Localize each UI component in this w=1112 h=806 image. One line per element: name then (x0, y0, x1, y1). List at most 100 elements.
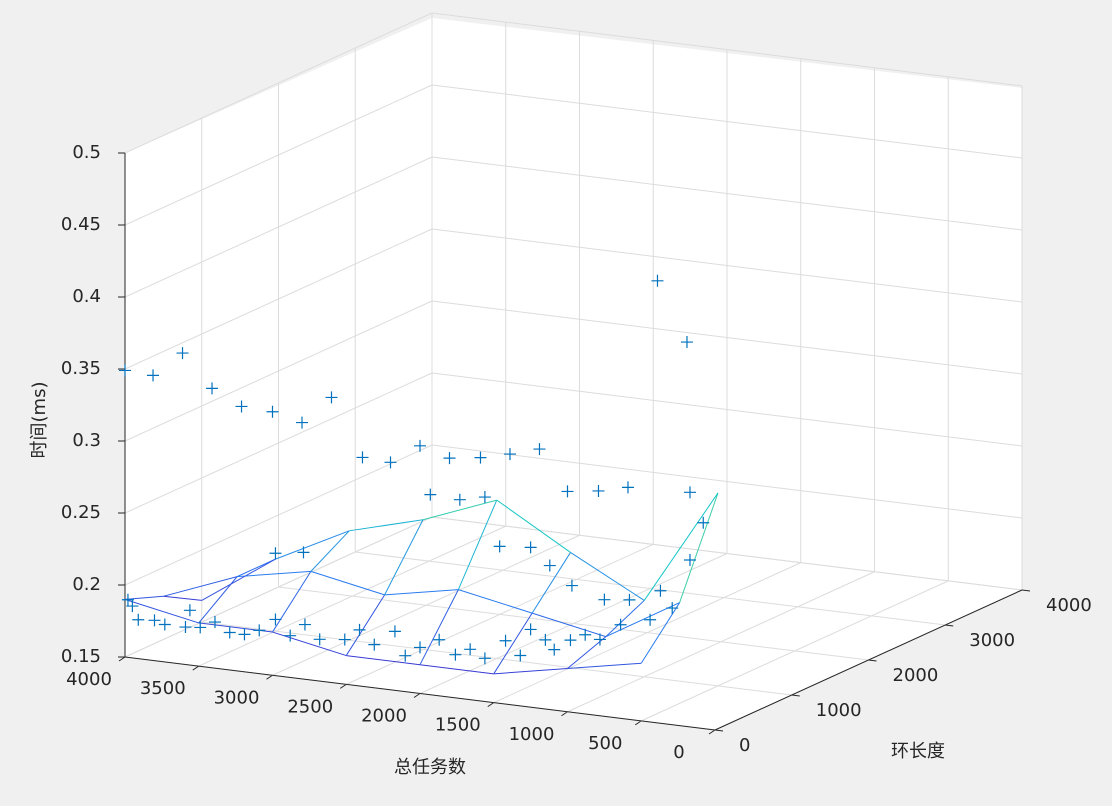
scatter-point (548, 643, 561, 656)
mesh-line (124, 598, 199, 624)
scatter-point (433, 633, 446, 646)
mesh-line (349, 519, 424, 532)
scatter-point (623, 593, 636, 606)
grid-line (124, 12, 433, 154)
grid-line (124, 84, 433, 226)
mesh-line (201, 558, 276, 601)
scatter-point (269, 547, 282, 560)
scatter-point (592, 484, 605, 497)
z-axis-title: 时间(ms) (29, 382, 50, 459)
scatter-point (388, 625, 401, 638)
y-tick-label: 2000 (893, 665, 939, 686)
scatter-point (666, 602, 679, 615)
z-tick-label: 0.25 (61, 502, 101, 523)
grid-line (431, 12, 1023, 87)
grid-line (431, 300, 1023, 375)
scatter-point (514, 649, 527, 662)
mesh-line (567, 662, 642, 670)
scatter-point (298, 618, 311, 631)
scatter-point (368, 638, 381, 651)
tick-mark (714, 729, 724, 732)
scatter-point (697, 516, 710, 529)
x-tick-label: 500 (588, 733, 622, 754)
tick-mark (561, 711, 568, 717)
grid-line (124, 300, 433, 442)
scatter-point (683, 554, 696, 567)
mesh-line (419, 664, 494, 675)
tick-mark (266, 674, 273, 680)
scatter-point (338, 633, 351, 646)
scatter-point (524, 541, 537, 554)
z-tick-label: 0.4 (72, 286, 101, 307)
mesh-line (384, 589, 459, 596)
scatter-point (121, 593, 134, 606)
scatter-point (399, 649, 412, 662)
scatter-point (579, 628, 592, 641)
scatter-point (284, 629, 297, 642)
mesh-line (493, 612, 533, 675)
scatter-point (565, 579, 578, 592)
scatter-point (158, 618, 171, 631)
scatter-point (206, 382, 219, 395)
mesh-line (272, 571, 312, 633)
scatter-point (313, 633, 326, 646)
tick-mark (945, 624, 954, 627)
scatter-point (253, 624, 266, 637)
mesh-line (458, 589, 533, 614)
tick-mark (708, 729, 716, 735)
scatter-point (598, 593, 611, 606)
scatter-point (269, 613, 282, 626)
tick-mark (868, 659, 877, 662)
scatter-point (296, 416, 308, 429)
scatter-point (654, 584, 667, 597)
mesh-line (640, 602, 681, 664)
mesh-line (679, 492, 719, 603)
tick-mark (413, 693, 421, 698)
mesh-line (163, 595, 202, 601)
mesh-line (531, 552, 571, 614)
z-tick-label: 0.45 (61, 214, 101, 235)
y-tick-label: 3000 (969, 630, 1015, 651)
mesh-line (605, 600, 645, 638)
scatter-point (561, 485, 574, 498)
y-tick-label: 4000 (1046, 595, 1092, 616)
scatter-point (424, 488, 437, 501)
mesh-line (346, 655, 421, 666)
mesh-line (457, 499, 498, 590)
mesh-line (422, 499, 497, 521)
scatter-point (356, 451, 369, 464)
grid-line (431, 84, 1023, 159)
scatter-point (176, 347, 189, 360)
x-tick-label: 0 (673, 742, 684, 763)
mesh-line (310, 570, 385, 596)
scatter-point (621, 481, 634, 494)
mesh-line (237, 570, 311, 578)
scatter-point (543, 559, 556, 572)
grid-line (124, 228, 433, 370)
scatter-point (238, 628, 251, 641)
grid-line (431, 516, 1023, 591)
scatter-point (464, 643, 477, 656)
mesh-line (419, 589, 459, 665)
scatter-point (235, 400, 248, 413)
mesh-line (163, 576, 238, 597)
grid-line (431, 444, 1023, 519)
tick-mark (118, 656, 126, 662)
scatter-point (493, 540, 506, 553)
scatter-point (453, 493, 466, 506)
scatter-point (474, 451, 487, 464)
mesh-line (570, 552, 645, 601)
mesh-line (531, 612, 607, 638)
mesh-line (643, 492, 719, 601)
scatter-point (564, 634, 577, 647)
x-tick-label: 3000 (214, 687, 260, 708)
z-tick-label: 0.2 (72, 574, 101, 595)
x-tick-label: 1000 (509, 724, 555, 745)
scatter-point (179, 621, 192, 634)
z-tick-label: 0.5 (72, 142, 101, 163)
scatter-point (443, 452, 456, 465)
y-tick-label: 1000 (816, 700, 862, 721)
mesh-line (384, 519, 424, 596)
